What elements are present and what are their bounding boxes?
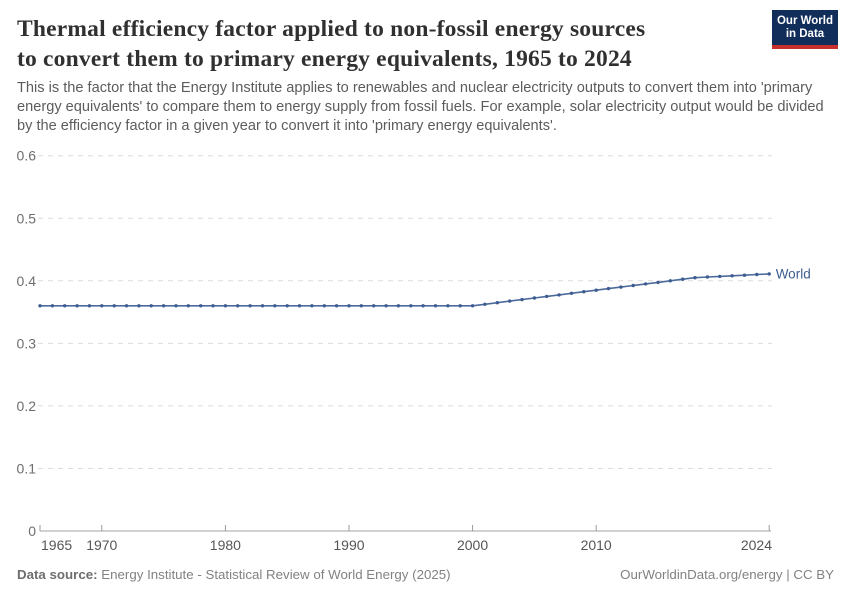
line-chart: 0 0.1 0.2 0.3 0.4 0.5 0.6 1965 1970 1980 1990 2000 2… <box>17 148 811 553</box>
y-axis-labels: 0 0.1 0.2 0.3 0.4 0.5 0.6 <box>17 148 37 539</box>
data-source-value: Energy Institute - Statistical Review of… <box>97 567 451 582</box>
x-axis-labels: 1965 1970 1980 1990 2000 2010 2024 <box>41 537 772 553</box>
data-source-note: Data source: Energy Institute - Statisti… <box>17 567 451 582</box>
x-tick-label: 1965 <box>41 537 72 553</box>
y-tick-label: 0.3 <box>17 335 37 351</box>
y-tick-label: 0 <box>28 523 36 539</box>
x-tick-label: 2010 <box>581 537 612 553</box>
chart-subtitle: This is the factor that the Energy Insti… <box>17 80 824 134</box>
title-line-2: to convert them to primary energy equiva… <box>17 46 632 72</box>
y-tick-label: 0.4 <box>17 273 37 289</box>
x-tick-label: 2024 <box>741 537 772 553</box>
series-end-label: World <box>776 266 811 281</box>
y-tick-label: 0.2 <box>17 398 37 414</box>
x-tick-label: 1970 <box>86 537 117 553</box>
owid-logo-line1: Our World <box>776 15 833 27</box>
y-tick-label: 0.6 <box>17 148 37 164</box>
page-title: Thermal efficiency factor applied to non… <box>17 14 762 74</box>
owid-logo: Our World in Data <box>772 10 838 49</box>
y-tick-label: 0.5 <box>17 210 37 226</box>
chart-footer: Data source: Energy Institute - Statisti… <box>17 567 834 582</box>
title-line-1: Thermal efficiency factor applied to non… <box>17 16 646 42</box>
series-line-world <box>40 273 770 307</box>
x-tick-label: 1990 <box>333 537 364 553</box>
attribution-note: OurWorldinData.org/energy | CC BY <box>620 567 834 582</box>
data-source-label: Data source: <box>17 567 98 582</box>
owid-logo-line2: in Data <box>785 28 825 40</box>
x-axis <box>39 525 771 532</box>
x-tick-label: 2000 <box>457 537 488 553</box>
y-gridlines <box>38 155 772 469</box>
owid-logo-redbar <box>772 45 838 49</box>
series-markers-world <box>38 272 771 308</box>
x-tick-label: 1980 <box>210 537 241 553</box>
owid-logo-text: Our World in Data <box>772 10 838 45</box>
y-tick-label: 0.1 <box>17 460 37 476</box>
